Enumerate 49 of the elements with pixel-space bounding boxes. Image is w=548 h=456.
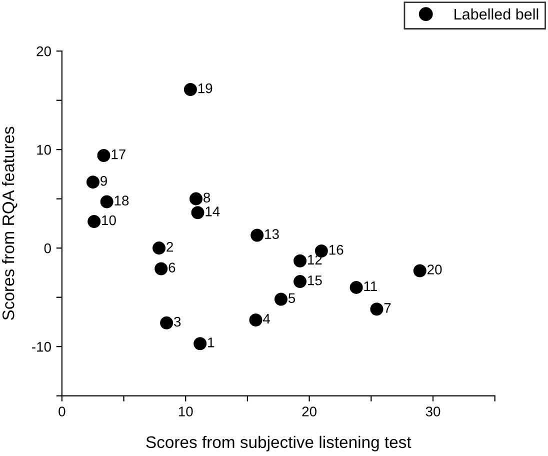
x-tick-label: 10	[178, 406, 193, 416]
point	[249, 313, 262, 326]
annotation: 5	[288, 293, 296, 304]
point	[152, 242, 166, 255]
annotation: 7	[384, 303, 391, 313]
point	[413, 264, 426, 278]
point	[350, 280, 363, 294]
point	[370, 302, 384, 316]
x-tick-label: 30	[426, 406, 440, 416]
point	[194, 337, 207, 350]
point	[190, 192, 203, 206]
point	[97, 148, 110, 162]
annotation: 18	[114, 196, 129, 206]
annotation: 8	[204, 192, 210, 203]
y-tick-label: 10	[37, 144, 51, 155]
annotation: 4	[263, 314, 270, 324]
annotation: 2	[166, 242, 173, 252]
annotation: 15	[308, 276, 322, 286]
point	[88, 214, 101, 228]
point	[86, 176, 100, 189]
point	[294, 275, 307, 288]
point	[160, 316, 174, 330]
annotation: 9	[100, 176, 107, 186]
point	[274, 292, 288, 306]
x-tick-label: 0	[58, 406, 66, 416]
annotation: 14	[206, 206, 220, 216]
annotation: 17	[112, 150, 126, 160]
point	[191, 206, 204, 220]
annotation: 10	[102, 215, 116, 226]
point	[154, 262, 168, 276]
annotation: 19	[198, 83, 212, 94]
annotation: 1	[208, 338, 214, 348]
point	[294, 254, 307, 268]
point	[184, 82, 197, 96]
y-tick-label: -10	[32, 342, 51, 352]
annotation: 13	[265, 229, 279, 239]
annotation: 3	[174, 316, 181, 327]
x-axis-title: Scores from subjective listening test	[146, 436, 412, 452]
annotation: 20	[428, 264, 442, 274]
annotation: 16	[329, 244, 344, 255]
annotation: 6	[168, 262, 176, 272]
x-tick-label: 20	[302, 406, 316, 416]
annotation: 11	[364, 282, 377, 292]
y-axis-title: Scores from RQA features	[2, 126, 18, 320]
y-tick-label: 20	[36, 46, 51, 56]
y-tick-label: 0	[44, 243, 51, 254]
point	[250, 228, 264, 242]
legend-label: Labelled bell	[454, 8, 538, 20]
point	[100, 195, 114, 208]
